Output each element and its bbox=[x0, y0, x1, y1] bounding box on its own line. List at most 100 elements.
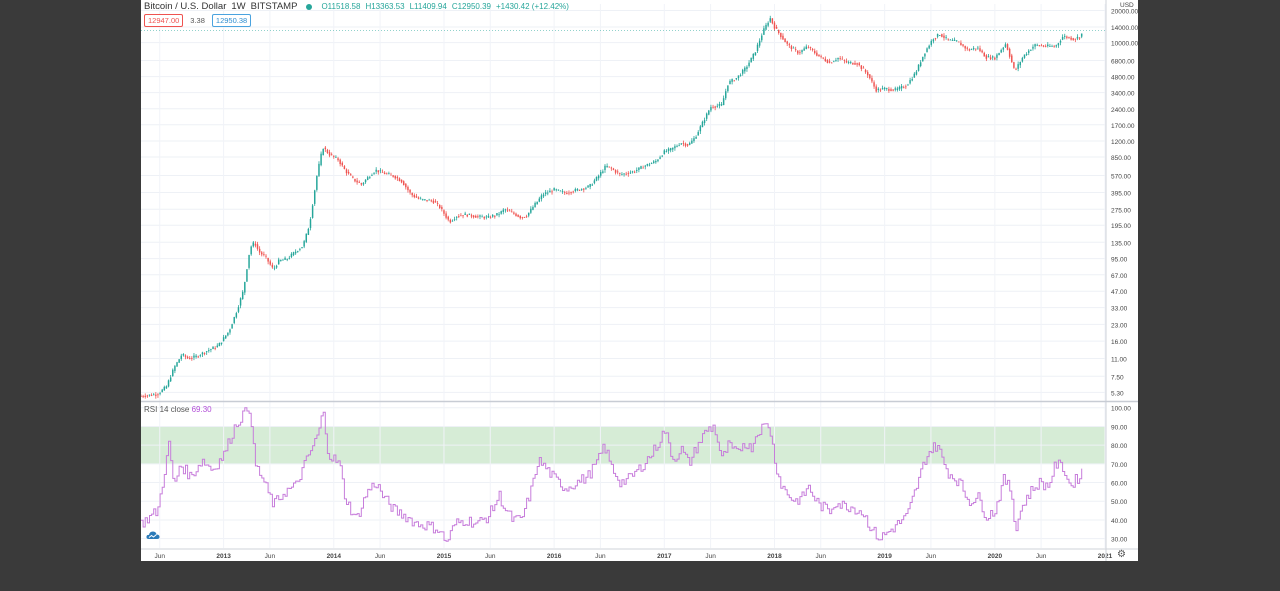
tradingview-cloud-icon[interactable] bbox=[146, 530, 160, 540]
candle-body bbox=[313, 190, 316, 204]
candle-body bbox=[754, 52, 757, 56]
spread-value: 3.38 bbox=[187, 15, 208, 26]
candle-body bbox=[254, 243, 257, 246]
time-tick-label: 2020 bbox=[988, 553, 1003, 560]
candle-body bbox=[712, 106, 714, 108]
candle-body bbox=[337, 158, 339, 161]
candle-body bbox=[339, 159, 341, 165]
candle-body bbox=[936, 33, 939, 37]
candle-body bbox=[701, 121, 704, 128]
candle-body bbox=[527, 212, 530, 216]
candle-body bbox=[708, 110, 710, 115]
candle-body bbox=[530, 208, 532, 213]
candle-body bbox=[890, 89, 892, 91]
candle-body bbox=[303, 241, 305, 247]
candle-body bbox=[650, 163, 653, 164]
candle-body bbox=[388, 173, 390, 175]
candle-body bbox=[926, 48, 928, 52]
candle-body bbox=[966, 47, 969, 49]
interval-label[interactable]: 1W bbox=[231, 1, 246, 12]
candle-body bbox=[1055, 45, 1058, 47]
candle-body bbox=[1078, 37, 1081, 39]
chart-svg[interactable]: 20000.00 14000.00 10000.00 6800.00 4800.00 34… bbox=[141, 0, 1138, 561]
candle-body bbox=[970, 49, 973, 51]
ohlc-low: L11409.94 bbox=[409, 2, 447, 11]
candle-body bbox=[551, 191, 553, 193]
candle-body bbox=[169, 377, 172, 382]
candle-body bbox=[475, 215, 477, 218]
candle-body bbox=[943, 35, 945, 38]
candle-body bbox=[464, 213, 466, 215]
candle-body bbox=[479, 215, 481, 217]
candle-body bbox=[1072, 38, 1074, 40]
candle-body bbox=[718, 104, 721, 106]
bid-ask-tags: 12947.00 3.38 12950.38 bbox=[144, 14, 252, 27]
time-tick-label: 2021 bbox=[1098, 553, 1113, 560]
candle-body bbox=[489, 217, 492, 219]
candle-body bbox=[284, 257, 286, 260]
candle-body bbox=[282, 259, 284, 261]
candle-body bbox=[638, 167, 640, 170]
candle-body bbox=[248, 254, 250, 268]
candle-body bbox=[813, 50, 816, 54]
candle-body bbox=[775, 27, 778, 29]
candle-body bbox=[326, 149, 329, 153]
price-tick-label: 6800.00 bbox=[1111, 59, 1135, 66]
candle-body bbox=[216, 345, 219, 348]
candle-body bbox=[292, 252, 295, 256]
candle-body bbox=[447, 216, 449, 220]
candle-body bbox=[809, 47, 812, 49]
candle-body bbox=[373, 172, 375, 174]
candle-body bbox=[195, 355, 197, 358]
candle-body bbox=[557, 189, 560, 191]
candle-body bbox=[1011, 55, 1013, 63]
candle-body bbox=[386, 173, 388, 175]
candle-body bbox=[362, 182, 365, 185]
candle-body bbox=[665, 151, 668, 152]
candle-body bbox=[320, 153, 322, 166]
candle-body bbox=[902, 87, 905, 89]
candle-body bbox=[165, 386, 168, 389]
candle-body bbox=[227, 332, 229, 336]
candle-body bbox=[316, 175, 318, 190]
bid-price-tag[interactable]: 12947.00 bbox=[144, 14, 184, 27]
ask-price-tag[interactable]: 12950.38 bbox=[211, 14, 252, 27]
candle-body bbox=[850, 62, 852, 63]
candle-body bbox=[208, 350, 210, 352]
candle-body bbox=[945, 37, 947, 38]
candle-body bbox=[379, 170, 382, 172]
candle-body bbox=[636, 169, 638, 171]
candle-body bbox=[542, 194, 545, 197]
gear-icon[interactable]: ⚙ bbox=[1117, 549, 1126, 560]
candle-body bbox=[354, 178, 356, 182]
candle-body bbox=[347, 171, 350, 174]
candle-body bbox=[799, 52, 801, 54]
candle-body bbox=[350, 174, 352, 176]
candle-body bbox=[697, 132, 699, 136]
candle-body bbox=[199, 355, 202, 357]
candle-body bbox=[210, 349, 212, 351]
candle-body bbox=[964, 46, 966, 49]
candle-body bbox=[729, 80, 731, 84]
rsi-legend[interactable]: RSI 14 close 69.30 bbox=[144, 405, 212, 414]
candle-body bbox=[256, 244, 259, 249]
candle-body bbox=[839, 58, 841, 59]
symbol-name[interactable]: Bitcoin / U.S. Dollar bbox=[144, 1, 227, 12]
candle-body bbox=[652, 161, 655, 164]
price-axis-unit: USD bbox=[1120, 2, 1134, 9]
candle-body bbox=[424, 199, 426, 200]
candle-body bbox=[623, 173, 625, 175]
candle-body bbox=[402, 181, 405, 186]
candle-body bbox=[396, 176, 399, 179]
candle-body bbox=[691, 140, 693, 144]
candle-body bbox=[758, 40, 761, 46]
candle-body bbox=[987, 56, 990, 58]
candle-body bbox=[790, 46, 793, 50]
candle-body bbox=[146, 395, 149, 397]
candle-body bbox=[432, 200, 435, 203]
candle-body bbox=[383, 172, 386, 175]
candle-body bbox=[991, 56, 994, 58]
ohlc-close: C12950.39 bbox=[451, 2, 491, 11]
rsi-value: 69.30 bbox=[191, 405, 212, 414]
candle-body bbox=[286, 259, 288, 260]
